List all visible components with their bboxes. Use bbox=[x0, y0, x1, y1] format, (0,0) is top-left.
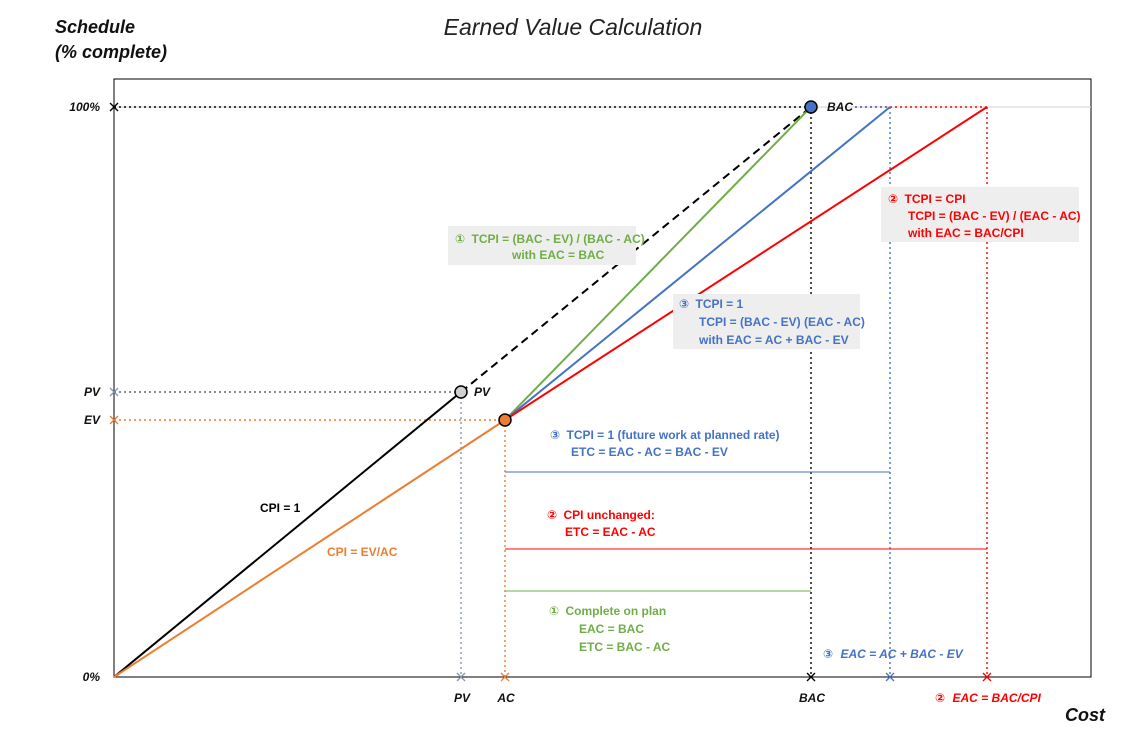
cross-marker-100 bbox=[109, 102, 119, 112]
green-etc-note-line2: EAC = BAC bbox=[579, 622, 644, 636]
plot-frame bbox=[113, 78, 1092, 678]
cross-marker-blue-eac-x bbox=[885, 672, 895, 682]
cross-marker-ac-x bbox=[500, 672, 510, 682]
x-tick-ac: AC bbox=[496, 691, 515, 705]
cross-marker-red-eac-x bbox=[982, 672, 992, 682]
blue-eac-marker: ③ bbox=[823, 647, 833, 661]
green-etc-note-line1: ① Complete on plan bbox=[549, 604, 666, 618]
y-axis-title-line2: (% complete) bbox=[55, 42, 167, 62]
green-etc-marker: ① bbox=[549, 604, 559, 618]
red-tcpi-note-box bbox=[881, 187, 1079, 242]
y-tick-zero: 0% bbox=[83, 670, 101, 684]
x-tick-bac: BAC bbox=[799, 691, 825, 705]
blue-tcpi-note-box bbox=[673, 294, 860, 349]
red-tcpi-marker: ② bbox=[888, 192, 898, 206]
bac-point-label: BAC bbox=[827, 100, 853, 114]
y-axis-title-line1: Schedule bbox=[55, 17, 135, 37]
red-etc-note-line1: ② CPI unchanged: bbox=[547, 508, 655, 522]
cpi-ev-ac-label: CPI = EV/AC bbox=[327, 545, 398, 559]
green-tcpi-note-box bbox=[448, 226, 636, 265]
y-tick-100: 100% bbox=[69, 100, 100, 114]
green-etc-note-line3: ETC = BAC - AC bbox=[579, 640, 671, 654]
bac-point bbox=[804, 100, 818, 114]
cross-marker-bac-x bbox=[806, 672, 816, 682]
line-green-forecast bbox=[504, 106, 812, 421]
green-tcpi-note-line1: ① TCPI = (BAC - EV) / (BAC - AC) bbox=[455, 232, 645, 246]
line-blue-forecast bbox=[504, 106, 891, 421]
red-etc-marker: ② bbox=[547, 508, 557, 522]
line-cpi-1 bbox=[113, 391, 462, 678]
red-tcpi-note-line1: ② TCPI = CPI bbox=[888, 192, 966, 206]
ev-ac-point bbox=[498, 413, 512, 427]
y-tick-pv: PV bbox=[84, 385, 101, 399]
blue-etc-marker: ③ bbox=[550, 428, 560, 442]
red-etc-note-line2: ETC = EAC - AC bbox=[565, 525, 656, 539]
cross-marker-pv-y bbox=[109, 387, 119, 397]
red-eac-label: ② EAC = BAC/CPI bbox=[935, 691, 1042, 705]
cpi-1-label: CPI = 1 bbox=[260, 501, 301, 515]
y-axis-markers bbox=[109, 102, 119, 425]
x-axis-title: Cost bbox=[1065, 705, 1106, 725]
blue-eac-label: ③ EAC = AC + BAC - EV bbox=[823, 647, 964, 661]
pv-point-label: PV bbox=[474, 385, 491, 399]
pv-point bbox=[454, 385, 468, 399]
diagram-title: Earned Value Calculation bbox=[444, 14, 703, 40]
red-tcpi-note-line2: TCPI = (BAC - EV) / (EAC - AC) bbox=[908, 209, 1081, 223]
blue-tcpi-note-line1: ③ TCPI = 1 bbox=[679, 297, 744, 311]
cross-marker-ev-y bbox=[109, 415, 119, 425]
cross-marker-pv-x bbox=[456, 672, 466, 682]
green-tcpi-marker: ① bbox=[455, 232, 465, 246]
blue-etc-note-line1: ③ TCPI = 1 (future work at planned rate) bbox=[550, 428, 780, 442]
green-tcpi-note-line2: with EAC = BAC bbox=[511, 248, 605, 262]
line-cpi-ev-ac bbox=[113, 419, 506, 678]
blue-etc-note-line2: ETC = EAC - AC = BAC - EV bbox=[571, 445, 728, 459]
red-eac-marker: ② bbox=[935, 691, 945, 705]
red-tcpi-note-line3: with EAC = BAC/CPI bbox=[907, 226, 1024, 240]
blue-eac-text: EAC = AC + BAC - EV bbox=[841, 647, 964, 661]
red-eac-text: EAC = BAC/CPI bbox=[953, 691, 1042, 705]
blue-tcpi-note-line3: with EAC = AC + BAC - EV bbox=[698, 333, 849, 347]
x-axis-markers bbox=[456, 672, 992, 682]
blue-tcpi-note-line2: TCPI = (BAC - EV) (EAC - AC) bbox=[699, 315, 865, 329]
line-red-forecast bbox=[504, 106, 988, 421]
y-tick-ev: EV bbox=[84, 413, 101, 427]
blue-tcpi-marker: ③ bbox=[679, 297, 689, 311]
x-tick-pv: PV bbox=[454, 691, 471, 705]
